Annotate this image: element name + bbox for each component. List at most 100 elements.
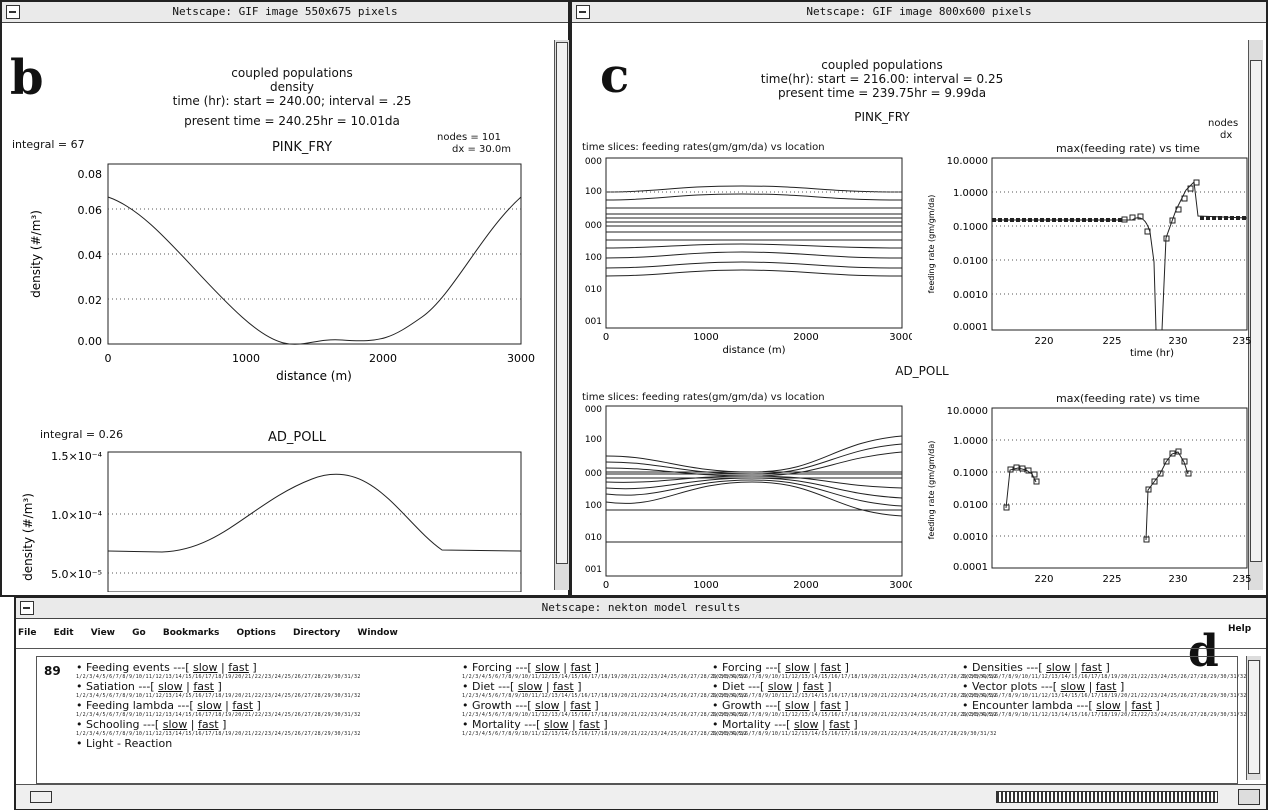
- window-title: Netscape: nekton model results: [541, 601, 741, 614]
- pink-fry-time-slices-plot: 000 100 000 100 010 001 0 1000 2000 3000…: [585, 157, 912, 356]
- slow-link[interactable]: slow: [193, 661, 218, 674]
- menu-view[interactable]: View: [90, 628, 115, 638]
- nodes-label: nodes: [1208, 118, 1239, 129]
- slow-link[interactable]: slow: [767, 680, 793, 693]
- frame-links[interactable]: 1/2/3/4/5/6/7/8/9/10/11/12/13/14/15/16/1…: [462, 731, 747, 737]
- slow-link[interactable]: slow: [785, 699, 810, 712]
- frame-links[interactable]: 1/2/3/4/5/6/7/8/9/10/11/12/13/14/15/16/1…: [712, 731, 997, 737]
- scroll-thumb[interactable]: [556, 42, 568, 564]
- header-line-1: coupled populations: [821, 58, 943, 72]
- list-item: • Satiation ---[ slow | fast ] 1/2/3/4/5/…: [76, 680, 456, 700]
- fast-link[interactable]: fast: [820, 699, 841, 712]
- frame-links[interactable]: 1/2/3/4/5/6/7/8/9/10/11/12/13/14/15/16/1…: [962, 712, 1247, 718]
- fast-link[interactable]: fast: [1131, 699, 1153, 712]
- slow-link[interactable]: slow: [162, 718, 188, 731]
- frame-links[interactable]: 1/2/3/4/5/6/7/8/9/10/11/12/13/14/15/16/1…: [962, 674, 1247, 680]
- pink-fry-density-plot: 0.08 0.06 0.04 0.02 0.00 0 1000 2000 300…: [29, 163, 535, 383]
- slow-link[interactable]: slow: [793, 718, 819, 731]
- slow-link[interactable]: slow: [535, 661, 560, 674]
- menu-options[interactable]: Options: [236, 628, 276, 638]
- links-column-4: • Densities ---[ slow | fast ] 1/2/3/4/5/…: [962, 661, 1247, 719]
- fast-link[interactable]: fast: [228, 661, 249, 674]
- window-gif-800x600: Netscape: GIF image 800x600 pixels c cou…: [570, 0, 1268, 597]
- plot-title-pink-fry: PINK_FRY: [271, 140, 333, 155]
- fast-link[interactable]: fast: [829, 718, 850, 731]
- y-tick: 0.0010: [953, 532, 988, 543]
- x-axis-label: time (hr): [1130, 348, 1174, 359]
- slow-link[interactable]: slow: [785, 661, 810, 674]
- slow-link[interactable]: slow: [1060, 680, 1086, 693]
- title-bar[interactable]: Netscape: nekton model results: [16, 598, 1266, 619]
- slow-link[interactable]: slow: [197, 699, 222, 712]
- x-tick: 225: [1102, 574, 1121, 585]
- vertical-scrollbar[interactable]: [1248, 40, 1263, 590]
- scroll-thumb[interactable]: [1250, 60, 1262, 562]
- mail-icon[interactable]: [1238, 789, 1260, 805]
- menu-help[interactable]: Help: [1228, 624, 1252, 634]
- title-bar[interactable]: Netscape: GIF image 800x600 pixels: [572, 2, 1266, 23]
- frame-links[interactable]: 1/2/3/4/5/6/7/8/9/10/11/12/13/14/15/16/1…: [462, 693, 747, 699]
- vertical-scrollbar[interactable]: [1246, 656, 1261, 780]
- fast-link[interactable]: fast: [553, 680, 574, 693]
- frame-links[interactable]: 1/2/3/4/5/6/7/8/9/10/11/12/13/14/15/16/1…: [962, 693, 1247, 699]
- fast-link[interactable]: fast: [570, 661, 592, 674]
- slow-link[interactable]: slow: [543, 718, 569, 731]
- y-axis-label: feeding rate (gm/gm/da): [927, 195, 936, 294]
- menu-bar: File Edit View Go Bookmarks Options Dire…: [18, 628, 412, 638]
- list-item: • Feeding lambda ---[ slow | fast ] 1/2/3…: [76, 699, 456, 719]
- time-slices-title-2: time slices: feeding rates(gm/gm/da) vs …: [582, 392, 825, 403]
- y-tick: 0.0001: [953, 562, 988, 573]
- slow-link[interactable]: slow: [1046, 661, 1071, 674]
- frame-links[interactable]: 1/2/3/4/5/6/7/8/9/10/11/12/13/14/15/16/1…: [462, 712, 747, 718]
- fast-link[interactable]: fast: [1095, 680, 1117, 693]
- ad-poll-max-feeding-plot: 10.0000 1.0000 0.1000 0.0100 0.0010 0.00…: [927, 406, 1252, 585]
- time-slices-title: time slices: feeding rates(gm/gm/da) vs …: [582, 142, 825, 153]
- fast-link[interactable]: fast: [579, 718, 600, 731]
- nodes-label: nodes = 101: [437, 132, 501, 143]
- y-tick: 0.06: [78, 204, 103, 217]
- slow-link[interactable]: slow: [517, 680, 543, 693]
- frame-links[interactable]: 1/2/3/4/5/6/7/8/9/10/11/12/13/14/15/16/1…: [712, 693, 997, 699]
- frame-links[interactable]: 1/2/3/4/5/6/7/8/9/10/11/12/13/14/15/16/1…: [712, 674, 997, 680]
- frame-links[interactable]: 1/2/3/4/5/6/7/8/9/10/11/12/13/14/15/16/1…: [76, 731, 361, 737]
- slow-link[interactable]: slow: [1096, 699, 1121, 712]
- fast-link[interactable]: fast: [820, 661, 842, 674]
- fast-link[interactable]: fast: [803, 680, 824, 693]
- y-tick: 100: [585, 187, 602, 197]
- y-tick: 100: [585, 253, 602, 263]
- frame-links[interactable]: 1/2/3/4/5/6/7/8/9/10/11/12/13/14/15/16/1…: [76, 712, 361, 718]
- fast-link[interactable]: fast: [570, 699, 591, 712]
- y-tick: 000: [585, 405, 602, 415]
- slow-link[interactable]: slow: [535, 699, 560, 712]
- frame-links[interactable]: 1/2/3/4/5/6/7/8/9/10/11/12/13/14/15/16/1…: [76, 674, 361, 680]
- scroll-thumb[interactable]: [1248, 660, 1260, 774]
- menu-window[interactable]: Window: [357, 628, 398, 638]
- fast-link[interactable]: fast: [1081, 661, 1102, 674]
- window-menu-button[interactable]: [6, 5, 20, 19]
- menu-go[interactable]: Go: [132, 628, 146, 638]
- x-tick: 0: [603, 332, 609, 343]
- fast-link[interactable]: fast: [232, 699, 254, 712]
- header-line-2: density: [270, 80, 314, 94]
- menu-file[interactable]: File: [18, 628, 37, 638]
- fast-link[interactable]: fast: [193, 680, 214, 693]
- vertical-scrollbar[interactable]: [554, 40, 569, 590]
- window-title: Netscape: GIF image 800x600 pixels: [806, 5, 1032, 18]
- menu-directory[interactable]: Directory: [293, 628, 341, 638]
- frame-links[interactable]: 1/2/3/4/5/6/7/8/9/10/11/12/13/14/15/16/1…: [76, 693, 361, 699]
- slow-link[interactable]: slow: [158, 680, 183, 693]
- y-tick: 1.5×10⁻⁴: [51, 450, 103, 463]
- y-tick: 0.0100: [953, 500, 988, 511]
- frame-links[interactable]: 1/2/3/4/5/6/7/8/9/10/11/12/13/14/15/16/1…: [712, 712, 997, 718]
- window-menu-button[interactable]: [20, 601, 34, 615]
- header-line-2: time(hr): start = 216.00: interval = 0.2…: [760, 72, 1004, 86]
- content-frame: [36, 656, 1238, 784]
- menu-bookmarks[interactable]: Bookmarks: [162, 628, 220, 638]
- fast-link[interactable]: fast: [197, 718, 219, 731]
- menu-edit[interactable]: Edit: [53, 628, 74, 638]
- frame-links[interactable]: 1/2/3/4/5/6/7/8/9/10/11/12/13/14/15/16/1…: [462, 674, 747, 680]
- title-bar[interactable]: Netscape: GIF image 550x675 pixels: [2, 2, 568, 23]
- list-item: • Forcing ---[ slow | fast ] 1/2/3/4/5/6/…: [712, 661, 997, 681]
- header-line-3: time (hr): start = 240.00; interval = .2…: [172, 94, 412, 108]
- window-menu-button[interactable]: [576, 5, 590, 19]
